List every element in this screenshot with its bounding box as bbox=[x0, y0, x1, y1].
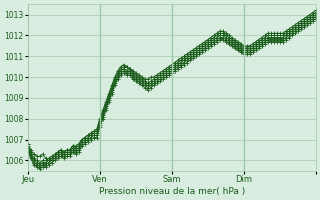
X-axis label: Pression niveau de la mer( hPa ): Pression niveau de la mer( hPa ) bbox=[99, 187, 245, 196]
